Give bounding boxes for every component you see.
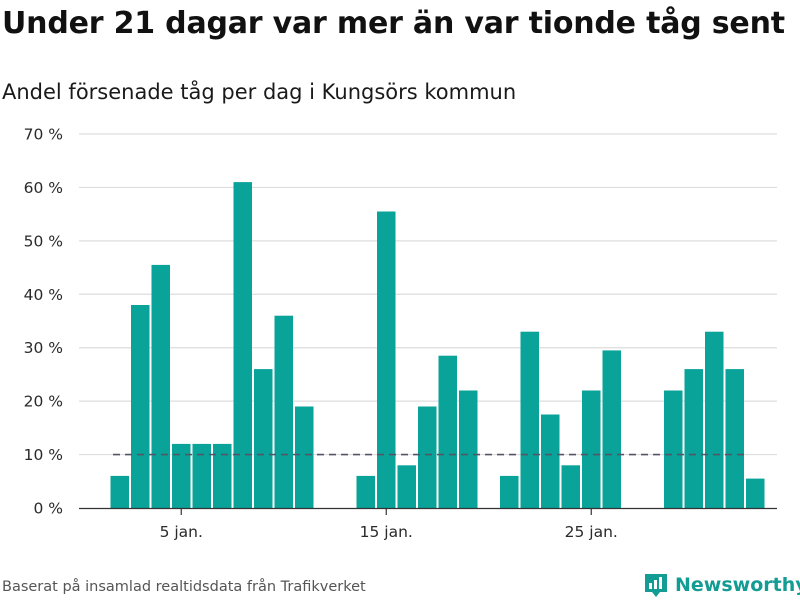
bar [356, 475, 375, 508]
bar-chart: 0 % 10 % 20 % 30 % 40 % 50 % 60 % 70 % 5 jan. 15… [24, 126, 777, 541]
bar [561, 465, 580, 508]
bar [233, 182, 252, 508]
bar [295, 406, 314, 508]
bar [254, 369, 273, 508]
bar [192, 443, 211, 508]
y-tick-label: 30 % [24, 339, 63, 357]
y-tick-label: 70 % [24, 126, 63, 144]
x-tick-label: 25 jan. [565, 523, 618, 541]
bar [541, 414, 560, 508]
bar [274, 315, 293, 508]
bar [110, 475, 129, 508]
bar [582, 390, 601, 508]
bar [131, 305, 150, 508]
y-axis-ticks: 0 % 10 % 20 % 30 % 40 % 50 % 60 % 70 % [24, 126, 63, 518]
bar [705, 331, 724, 508]
bar [172, 443, 191, 508]
y-tick-label: 50 % [24, 232, 63, 250]
y-tick-label: 10 % [24, 446, 63, 464]
bar [500, 475, 519, 508]
x-tick-label: 5 jan. [160, 523, 203, 541]
bar [746, 478, 765, 508]
chart-title: Under 21 dagar var mer än var tionde tåg… [2, 6, 785, 41]
y-tick-label: 20 % [24, 393, 63, 411]
x-tick-label: 15 jan. [360, 523, 413, 541]
bar [377, 211, 396, 508]
newsworthy-logo[interactable]: Newsworthy [643, 570, 800, 600]
bars [110, 182, 765, 508]
x-axis-ticks: 5 jan. 15 jan. 25 jan. [160, 509, 618, 541]
brand-name: Newsworthy [675, 574, 800, 596]
y-tick-label: 40 % [24, 286, 63, 304]
bar [725, 369, 744, 508]
bar [397, 465, 416, 508]
chart-subtitle: Andel försenade tåg per dag i Kungsörs k… [2, 80, 517, 104]
bar [602, 350, 621, 508]
y-tick-label: 0 % [33, 500, 63, 518]
source-note: Baserat på insamlad realtidsdata från Tr… [2, 579, 366, 595]
bar [151, 264, 170, 508]
bar [418, 406, 437, 508]
bar [213, 443, 232, 508]
bar [438, 355, 457, 508]
bar [684, 369, 703, 508]
y-tick-label: 60 % [24, 179, 63, 197]
bar [459, 390, 478, 508]
bar [520, 331, 539, 508]
newsworthy-logo-icon [645, 574, 667, 597]
bar [664, 390, 683, 508]
